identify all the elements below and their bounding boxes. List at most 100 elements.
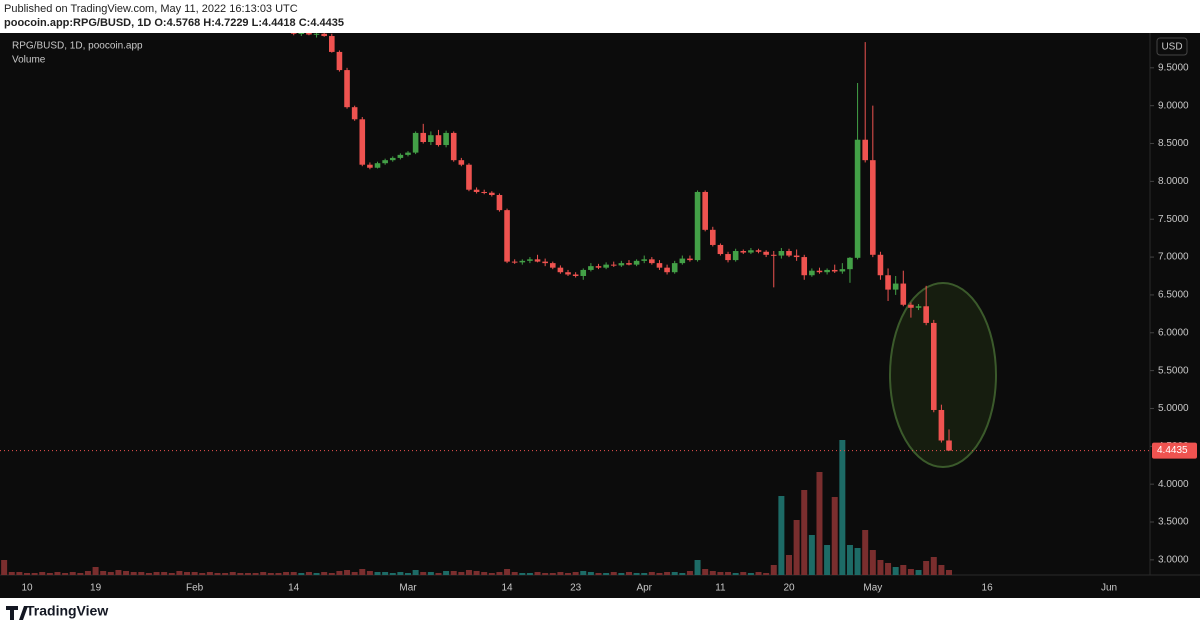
candle-body xyxy=(649,259,655,264)
y-tick-label: 3.5000 xyxy=(1158,517,1189,528)
candle-body xyxy=(565,272,571,275)
volume-bar xyxy=(24,573,30,575)
candle-body xyxy=(930,322,937,410)
volume-bar xyxy=(824,545,831,575)
x-tick-label: 20 xyxy=(783,583,795,594)
volume-bar xyxy=(206,572,213,575)
candle-body xyxy=(687,258,693,261)
volume-bar xyxy=(831,497,838,575)
volume-bar xyxy=(366,571,373,575)
volume-bar xyxy=(336,571,343,575)
candle-body xyxy=(671,263,678,273)
header-bar xyxy=(0,0,1200,33)
volume-bar xyxy=(481,572,488,575)
candle-body xyxy=(321,33,327,37)
volume-bar xyxy=(915,570,922,575)
volume-bar xyxy=(443,571,450,575)
y-tick-label: 3.0000 xyxy=(1158,555,1189,566)
candle-body xyxy=(450,132,457,161)
volume-bar xyxy=(100,571,107,575)
candle-body xyxy=(359,119,366,165)
volume-bar xyxy=(39,572,46,575)
x-tick-label: May xyxy=(863,583,882,594)
x-tick-label: 23 xyxy=(570,583,582,594)
ohlc-label: C: xyxy=(299,17,311,29)
volume-bar xyxy=(656,573,663,575)
volume-bar xyxy=(191,572,198,575)
volume-bar xyxy=(92,567,99,575)
volume-bar xyxy=(549,573,556,575)
candle-body xyxy=(382,160,388,164)
volume-bar xyxy=(84,571,91,575)
volume-bar xyxy=(679,573,686,575)
candle-body xyxy=(854,139,861,258)
volume-bar xyxy=(641,573,648,575)
candle-body xyxy=(489,192,495,195)
candle-body xyxy=(885,275,891,290)
y-tick-label: 9.5000 xyxy=(1158,62,1189,73)
candle-body xyxy=(298,33,305,34)
volume-bar xyxy=(138,572,145,575)
candle-body xyxy=(877,254,884,276)
volume-bar xyxy=(397,572,404,575)
volume-bar xyxy=(526,573,533,575)
logo-icon xyxy=(6,606,28,620)
volume-bar xyxy=(885,563,892,575)
volume-bar xyxy=(816,472,823,575)
volume-bar xyxy=(275,573,282,575)
volume-bar xyxy=(694,560,701,575)
currency-button[interactable] xyxy=(1156,37,1188,56)
candle-body xyxy=(892,283,899,290)
volume-bar xyxy=(427,572,434,575)
volume-bar xyxy=(267,573,274,575)
volume-bar xyxy=(107,572,114,575)
volume-bar xyxy=(168,573,175,575)
volume-bar xyxy=(862,530,869,575)
candle-body xyxy=(702,191,708,230)
chart-background xyxy=(0,33,1200,598)
candle-body xyxy=(374,163,381,168)
currency-label: USD xyxy=(1161,42,1182,53)
candle-body xyxy=(397,154,404,158)
x-tick-label: 11 xyxy=(715,583,726,594)
candle-body xyxy=(557,267,564,273)
volume-bar xyxy=(763,573,770,575)
volume-bar xyxy=(519,573,526,575)
volume-bar xyxy=(229,572,236,575)
candle-body xyxy=(786,251,792,256)
y-tick-label: 5.0000 xyxy=(1158,403,1189,414)
volume-bar xyxy=(633,573,640,575)
volume-bar xyxy=(130,572,137,575)
volume-bar xyxy=(420,572,427,575)
y-tick-label: 8.0000 xyxy=(1158,176,1189,187)
volume-bar xyxy=(374,572,381,575)
candle-body xyxy=(549,263,556,268)
candle-body xyxy=(534,259,541,262)
volume-bar xyxy=(458,572,465,575)
ohlc-value: 4.7229 xyxy=(215,17,249,29)
volume-bar xyxy=(199,573,206,575)
volume-bar xyxy=(930,557,937,575)
volume-bar xyxy=(305,572,312,575)
candle-body xyxy=(527,259,533,261)
candle-body xyxy=(641,259,648,261)
candle-body xyxy=(809,270,815,276)
candle-body xyxy=(908,304,914,308)
volume-bar xyxy=(69,572,76,575)
volume-bar xyxy=(869,550,876,575)
candle-body xyxy=(923,306,929,323)
volume-bar xyxy=(892,567,899,575)
candle-body xyxy=(351,107,358,120)
y-tick-label: 4.0000 xyxy=(1158,479,1189,490)
volume-bar xyxy=(46,573,53,575)
candle-body xyxy=(831,269,838,272)
volume-bar xyxy=(565,573,572,575)
candle-body xyxy=(694,191,701,261)
volume-bar xyxy=(786,555,792,575)
candle-body xyxy=(595,266,602,268)
candle-body xyxy=(580,269,587,276)
symbol: poocoin.app:RPG/BUSD, 1D xyxy=(4,17,151,29)
candle-body xyxy=(900,283,907,305)
footer-bar xyxy=(0,598,1200,626)
y-tick-label: 6.5000 xyxy=(1158,290,1189,301)
